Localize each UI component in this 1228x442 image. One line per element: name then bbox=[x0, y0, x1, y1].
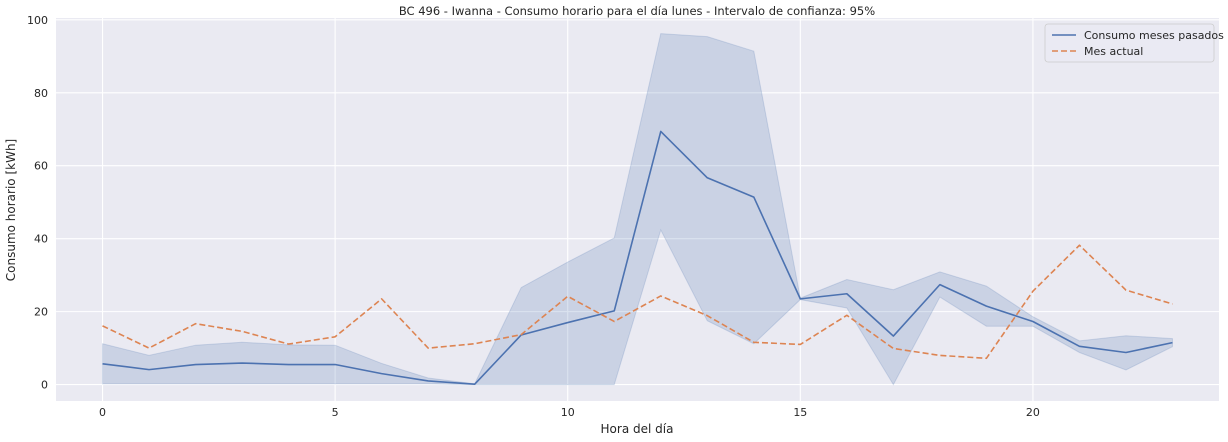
legend-label-mes-actual: Mes actual bbox=[1084, 45, 1143, 58]
y-tick-label: 100 bbox=[27, 14, 48, 27]
y-axis-label: Consumo horario [kWh] bbox=[4, 139, 18, 281]
legend-label-consumo: Consumo meses pasados bbox=[1084, 29, 1224, 42]
y-tick-label: 0 bbox=[41, 379, 48, 392]
chart-title: BC 496 - Iwanna - Consumo horario para e… bbox=[399, 4, 875, 18]
y-tick-label: 60 bbox=[34, 160, 48, 173]
y-tick-label: 80 bbox=[34, 87, 48, 100]
x-axis-label: Hora del día bbox=[601, 422, 674, 436]
grid-lines bbox=[56, 18, 1219, 401]
x-tick-label: 10 bbox=[561, 406, 575, 419]
tick-labels: 0 5 10 15 20 0 20 40 60 80 100 bbox=[27, 14, 1040, 419]
series-line-0 bbox=[102, 130, 1173, 386]
series-line-1 bbox=[102, 244, 1173, 360]
series-lines-layer bbox=[102, 130, 1173, 386]
plot-background bbox=[56, 18, 1219, 401]
x-tick-label: 15 bbox=[793, 406, 807, 419]
legend: Consumo meses pasados Mes actual bbox=[1044, 23, 1224, 63]
x-tick-label: 0 bbox=[99, 406, 106, 419]
y-tick-label: 20 bbox=[34, 306, 48, 319]
y-tick-label: 40 bbox=[34, 233, 48, 246]
x-tick-label: 5 bbox=[332, 406, 339, 419]
x-tick-label: 20 bbox=[1026, 406, 1040, 419]
legend-box bbox=[1044, 23, 1215, 63]
